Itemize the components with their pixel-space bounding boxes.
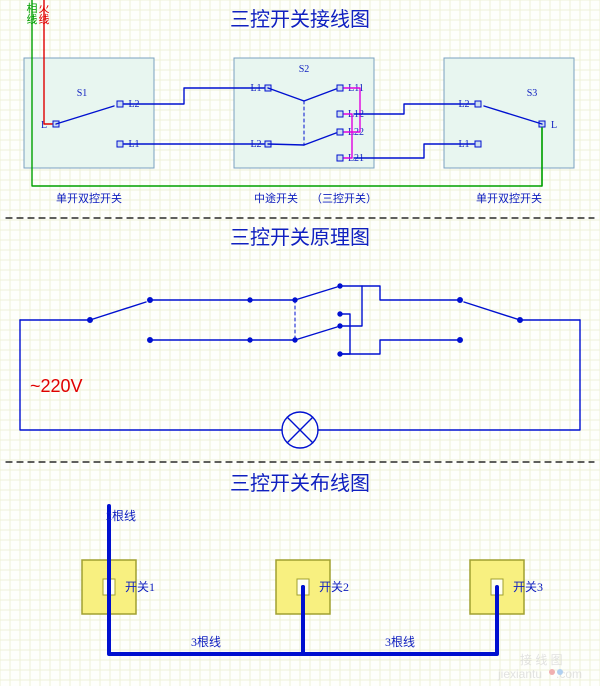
svg-text:接 线 图: 接 线 图 [520, 652, 563, 667]
svg-text:中途开关: 中途开关 [254, 191, 298, 205]
title-schematic: 三控开关原理图 [230, 226, 370, 249]
label-S3: S3 [527, 88, 538, 99]
svg-text:3根线: 3根线 [385, 635, 415, 649]
svg-text:3根线: 3根线 [191, 635, 221, 649]
svg-text:单开双控开关: 单开双控开关 [56, 191, 122, 205]
svg-text:jiexiantu: jiexiantu [497, 667, 542, 681]
svg-text:开关1: 开关1 [125, 580, 155, 594]
svg-text:单开双控开关: 单开双控开关 [476, 191, 542, 205]
title-layout: 三控开关布线图 [230, 472, 370, 495]
label-S2: S2 [299, 64, 310, 75]
switch-box-3 [444, 58, 574, 168]
svg-text:（三控开关）: （三控开关） [311, 191, 377, 205]
title-wiring: 三控开关接线图 [230, 8, 370, 31]
svg-text:开关2: 开关2 [319, 580, 349, 594]
svg-text:开关3: 开关3 [513, 580, 543, 594]
label-voltage: ~220V [30, 376, 83, 396]
label-S1: S1 [77, 88, 88, 99]
svg-text:2根线: 2根线 [106, 509, 136, 523]
svg-text:L: L [551, 120, 557, 131]
